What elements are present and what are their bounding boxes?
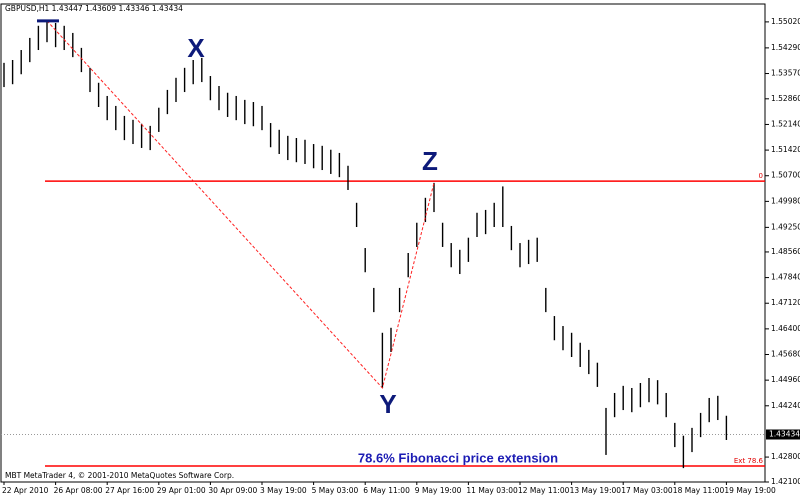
x-tick-label: 3 May 19:00 (260, 486, 307, 495)
wave-line (46, 20, 435, 390)
wave-label: Z (422, 146, 438, 176)
y-tick-label: 1.51420 (771, 145, 800, 154)
y-tick-label: 1.42800 (771, 452, 800, 461)
wave-label: Y (379, 389, 396, 419)
y-tick-label: 1.50700 (771, 171, 800, 180)
y-tick-label: 1.47840 (771, 273, 800, 282)
y-tick-label: 1.44240 (771, 401, 800, 410)
y-tick-label: 1.45680 (771, 350, 800, 359)
y-tick-label: 1.54290 (771, 43, 800, 52)
x-tick-label: 29 Apr 01:00 (157, 486, 206, 495)
y-tick-label: 1.49250 (771, 222, 800, 231)
y-tick-label: 1.49980 (771, 196, 800, 205)
y-tick-label: 1.52860 (771, 94, 800, 103)
y-tick-label: 1.42100 (771, 477, 800, 486)
footer: MBT MetaTrader 4, © 2001-2010 MetaQuotes… (5, 471, 234, 480)
x-tick-label: 12 May 11:00 (518, 486, 570, 495)
wave-label: X (187, 33, 205, 63)
x-tick-label: 5 May 03:00 (312, 486, 359, 495)
y-tick-label: 1.52140 (771, 119, 800, 128)
last-price-label: 1.43434 (769, 429, 800, 438)
y-tick-label: 1.55020 (771, 17, 800, 26)
level-label: 0 (759, 172, 763, 180)
x-tick-label: 27 Apr 16:00 (105, 486, 154, 495)
x-tick-label: 6 May 11:00 (363, 486, 410, 495)
x-tick-label: 9 May 19:00 (415, 486, 462, 495)
level-label: Ext 78.6 (734, 457, 764, 465)
x-tick-label: 19 May 19:00 (724, 486, 776, 495)
x-tick-label: 26 Apr 08:00 (54, 486, 103, 495)
y-tick-label: 1.46400 (771, 324, 800, 333)
y-tick-label: 1.47120 (771, 298, 800, 307)
fib-label: 78.6% Fibonacci price extension (358, 450, 558, 465)
y-tick-label: 1.53570 (771, 69, 800, 78)
plot-frame (0, 3, 766, 483)
x-tick-label: 30 Apr 09:00 (208, 486, 257, 495)
x-tick-label: 18 May 11:00 (673, 486, 725, 495)
x-tick-label: 22 Apr 2010 (2, 486, 49, 495)
y-tick-label: 1.48560 (771, 247, 800, 256)
y-tick-label: 1.44960 (771, 375, 800, 384)
x-tick-label: 11 May 03:00 (466, 486, 518, 495)
chart-title: GBPUSD,H1 1.43447 1.43609 1.43346 1.4343… (5, 4, 183, 13)
x-tick-label: 13 May 19:00 (570, 486, 622, 495)
x-tick-label: 17 May 03:00 (621, 486, 673, 495)
last-price-box (766, 429, 800, 440)
